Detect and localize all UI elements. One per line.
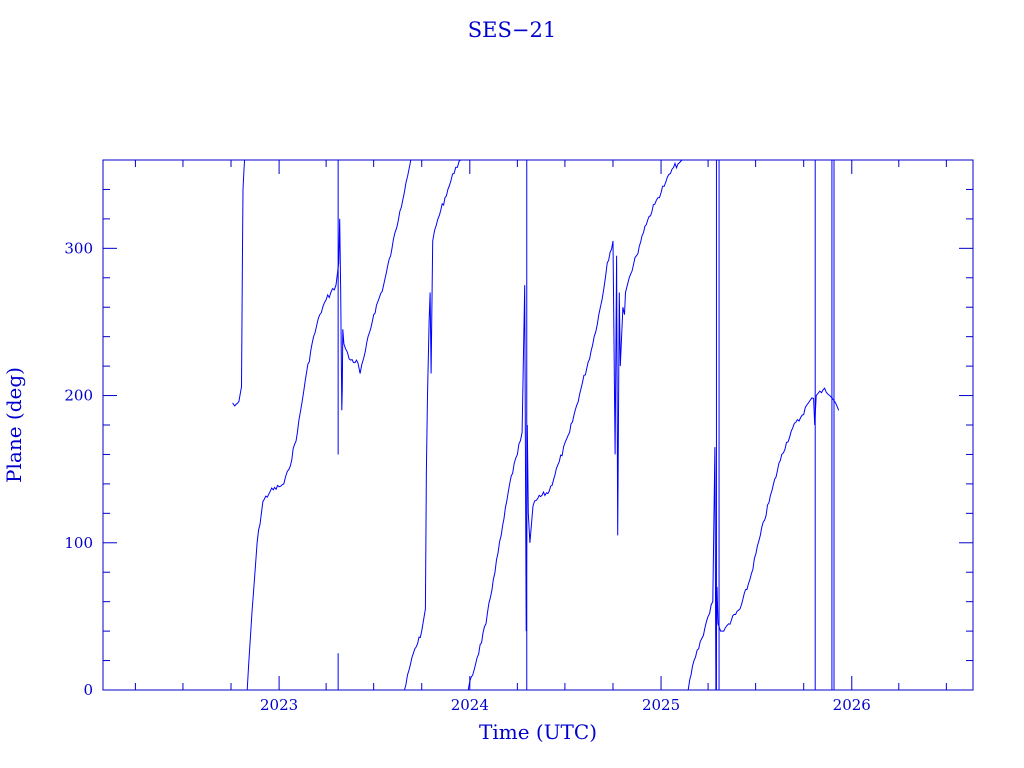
x-tick-label: 2026 bbox=[833, 696, 871, 714]
y-tick-label: 0 bbox=[83, 681, 93, 699]
y-tick-label: 300 bbox=[64, 239, 93, 257]
axis-ticks bbox=[103, 159, 973, 691]
y-tick-labels: 0 100 200 300 bbox=[64, 239, 93, 699]
y-tick-label: 200 bbox=[64, 387, 93, 405]
series-line-segment bbox=[232, 159, 246, 407]
x-tick-label: 2023 bbox=[260, 696, 298, 714]
series-line-segment bbox=[467, 159, 683, 691]
x-tick-labels: 2023 2024 2025 2026 bbox=[260, 696, 871, 714]
series-line-segment bbox=[404, 159, 462, 691]
x-tick-label: 2024 bbox=[451, 696, 489, 714]
chart-title: SES−21 bbox=[468, 18, 556, 42]
series-plane bbox=[232, 159, 840, 691]
plot-frame bbox=[102, 159, 974, 691]
series-line-segment bbox=[687, 387, 840, 691]
x-tick-label: 2025 bbox=[642, 696, 680, 714]
y-axis-label: Plane (deg) bbox=[2, 367, 26, 483]
x-axis-label: Time (UTC) bbox=[479, 720, 597, 744]
y-tick-label: 100 bbox=[64, 534, 93, 552]
series-line-segment bbox=[246, 159, 412, 691]
